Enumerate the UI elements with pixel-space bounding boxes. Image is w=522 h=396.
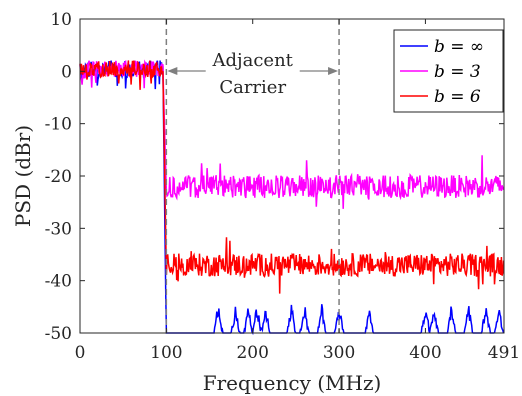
y-tick-label: 10 [50,10,72,30]
annotation-arrow-right [328,67,339,75]
series-line-1 [79,60,505,336]
y-tick-label: -10 [45,115,72,135]
y-tick-label: -40 [45,272,72,292]
legend-label-1: b = ∞ [434,37,484,57]
marker-layer [165,19,340,333]
y-tick-label: -20 [45,167,72,187]
y-tick-label: -30 [45,219,72,239]
annotation-label-bg [205,47,300,93]
annotation-layer: Adjacent Carrier [167,47,339,98]
x-tick-label: 200 [236,343,268,363]
y-axis-label: PSD (dBr) [11,125,35,227]
legend: b = ∞ b = 3 b = 6 [393,29,504,113]
legend-label-3: b = 6 [434,87,481,107]
series-layer [79,59,505,336]
x-tick-label: 0 [75,343,86,363]
annotation-arrow-left [167,67,178,75]
x-tick-label: 400 [409,343,441,363]
y-tick-label: -50 [45,324,72,344]
y-tick-label: 0 [61,62,72,82]
x-tick-label: 300 [323,343,355,363]
annotation-label-line1: Adjacent [212,50,294,71]
x-tick-label: 491 [488,343,520,363]
series-line-3 [79,60,505,294]
legend-label-2: b = 3 [434,62,481,82]
x-tick-label: 100 [150,343,182,363]
x-axis-label: Frequency (MHz) [203,371,382,395]
annotation-label-line2: Carrier [219,77,286,98]
